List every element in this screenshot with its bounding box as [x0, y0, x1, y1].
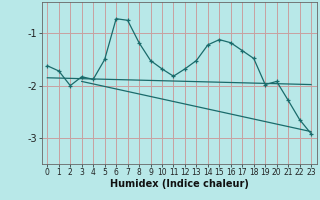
X-axis label: Humidex (Indice chaleur): Humidex (Indice chaleur): [110, 179, 249, 189]
